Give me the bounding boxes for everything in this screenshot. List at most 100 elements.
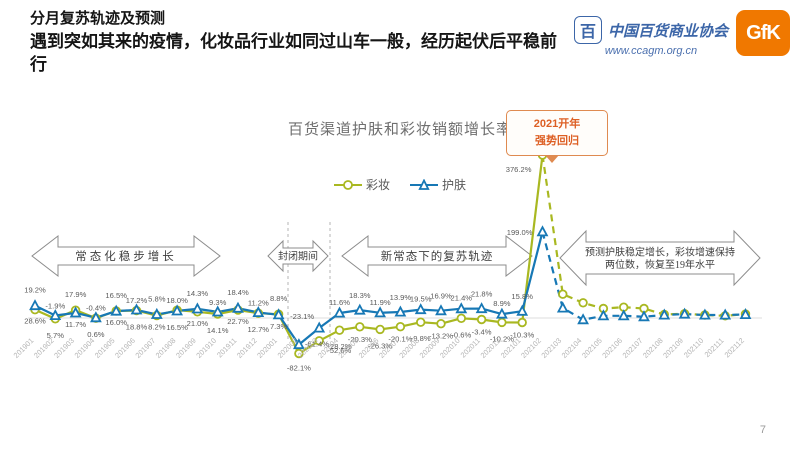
svg-text:202108: 202108 [641,336,665,360]
association-logo: 百 中国百货商业协会 www.ccagm.org.cn [573,16,728,57]
logo-cluster: 百 中国百货商业协会 www.ccagm.org.cn GfK [573,10,790,57]
svg-text:14.1%: 14.1% [207,326,229,335]
svg-text:-20.1%: -20.1% [388,335,412,344]
svg-text:-13.2%: -13.2% [429,332,453,341]
svg-text:-20.3%: -20.3% [348,335,372,344]
page-title: 分月复苏轨迹及预测 [30,10,166,27]
legend-circle-icon [333,179,362,190]
svg-text:17.2%: 17.2% [126,296,148,305]
svg-text:376.2%: 376.2% [506,165,532,174]
annotation-arrow-new-normal: 新常态下的复苏轨迹 [341,234,533,278]
svg-text:8.8%: 8.8% [270,294,288,303]
page-subtitle: 遇到突如其来的疫情，化妆品行业如同过山车一般，经历起伏后平稳前行 [30,32,557,74]
svg-text:202105: 202105 [580,336,604,360]
svg-text:-61.4%: -61.4% [305,340,329,349]
chart-legend: 彩妆 护肤 [290,176,510,193]
svg-text:-3.4%: -3.4% [472,328,492,337]
svg-text:-1.9%: -1.9% [45,302,65,311]
svg-text:两位数，恢复至19年水平: 两位数，恢复至19年水平 [605,258,715,271]
header: 分月复苏轨迹及预测 遇到突如其来的疫情，化妆品行业如同过山车一般，经历起伏后平稳… [30,8,570,77]
association-url: www.ccagm.org.cn [604,45,698,57]
svg-text:18.0%: 18.0% [166,296,188,305]
svg-text:0.6%: 0.6% [87,330,105,339]
svg-text:201902: 201902 [32,336,56,360]
peak-callout: 2021开年 强势回归 [506,110,608,163]
svg-text:11.7%: 11.7% [65,320,86,329]
peak-callout-line2: 强势回归 [535,134,579,147]
svg-text:16.5%: 16.5% [166,323,188,332]
svg-text:预测护肤稳定增长，彩妆增速保持: 预测护肤稳定增长，彩妆增速保持 [585,245,735,258]
svg-text:11.2%: 11.2% [248,299,269,308]
series-hufu-markers [29,225,752,350]
svg-text:201911: 201911 [215,336,238,359]
gfk-logo: GfK [736,10,790,56]
svg-text:16.0%: 16.0% [105,318,127,327]
svg-text:202112: 202112 [722,336,745,359]
svg-text:21.8%: 21.8% [471,290,493,299]
svg-text:-52.6%: -52.6% [327,346,351,355]
association-emblem-icon: 百 [573,16,602,44]
legend-item-护肤: 护肤 [410,176,466,193]
association-name: 中国百货商业协会 [607,23,728,40]
svg-text:201901: 201901 [12,336,36,360]
svg-text:5.8%: 5.8% [148,294,166,303]
svg-text:21.0%: 21.0% [187,319,209,328]
svg-text:202011: 202011 [459,336,482,359]
svg-text:-0.4%: -0.4% [86,304,106,313]
peak-callout-line1: 2021开年 [533,118,581,130]
svg-text:202109: 202109 [661,336,685,360]
svg-text:17.9%: 17.9% [65,290,87,299]
legend-label: 彩妆 [365,178,390,192]
svg-text:201910: 201910 [194,336,218,360]
svg-text:11.9%: 11.9% [370,298,391,307]
svg-text:16.5%: 16.5% [105,291,127,300]
svg-text:202106: 202106 [600,336,624,360]
svg-text:13.9%: 13.9% [390,293,412,302]
legend-item-彩妆: 彩妆 [333,176,390,193]
svg-text:-0.6%: -0.6% [451,330,471,339]
svg-text:15.8%: 15.8% [511,292,533,301]
svg-text:201904: 201904 [73,336,97,360]
svg-text:202103: 202103 [539,336,563,360]
svg-text:-9.8%: -9.8% [411,334,431,343]
svg-text:202001: 202001 [255,336,279,360]
svg-text:18.3%: 18.3% [349,291,371,300]
svg-text:8.2%: 8.2% [148,323,166,332]
svg-text:9.3%: 9.3% [209,298,227,307]
svg-text:-23.1%: -23.1% [290,312,314,321]
svg-text:5.7%: 5.7% [47,331,65,340]
svg-text:常态化稳步增长: 常态化稳步增长 [75,249,177,263]
svg-text:18.4%: 18.4% [227,288,249,297]
svg-text:201912: 201912 [235,336,259,360]
svg-text:201908: 201908 [154,336,178,360]
svg-text:201909: 201909 [174,336,198,360]
svg-text:22.7%: 22.7% [227,317,249,326]
svg-text:201905: 201905 [93,336,117,360]
svg-text:-28.2%: -28.2% [327,342,351,351]
svg-text:封闭期间: 封闭期间 [278,250,318,263]
svg-text:7.3%: 7.3% [270,322,288,331]
svg-text:28.6%: 28.6% [24,317,46,326]
svg-text:199.0%: 199.0% [507,228,533,237]
svg-text:202111: 202111 [703,336,726,359]
svg-text:18.8%: 18.8% [126,323,148,332]
svg-text:11.6%: 11.6% [329,298,350,307]
svg-text:16.9%: 16.9% [430,292,452,301]
svg-text:-26.3%: -26.3% [368,341,392,350]
svg-text:21.4%: 21.4% [451,294,473,303]
svg-text:-82.1%: -82.1% [287,364,311,373]
annotation-arrow-steady-growth: 常态化稳步增长 [31,234,221,278]
legend-triangle-icon [410,178,438,190]
svg-text:202104: 202104 [560,336,584,360]
svg-text:201907: 201907 [133,336,157,360]
svg-text:14.3%: 14.3% [187,289,209,298]
svg-text:-10.3%: -10.3% [510,331,534,340]
legend-label: 护肤 [442,178,467,192]
svg-text:19.2%: 19.2% [24,286,46,295]
svg-text:202107: 202107 [621,336,645,360]
svg-text:19.5%: 19.5% [410,295,432,304]
svg-text:8.9%: 8.9% [493,299,511,308]
